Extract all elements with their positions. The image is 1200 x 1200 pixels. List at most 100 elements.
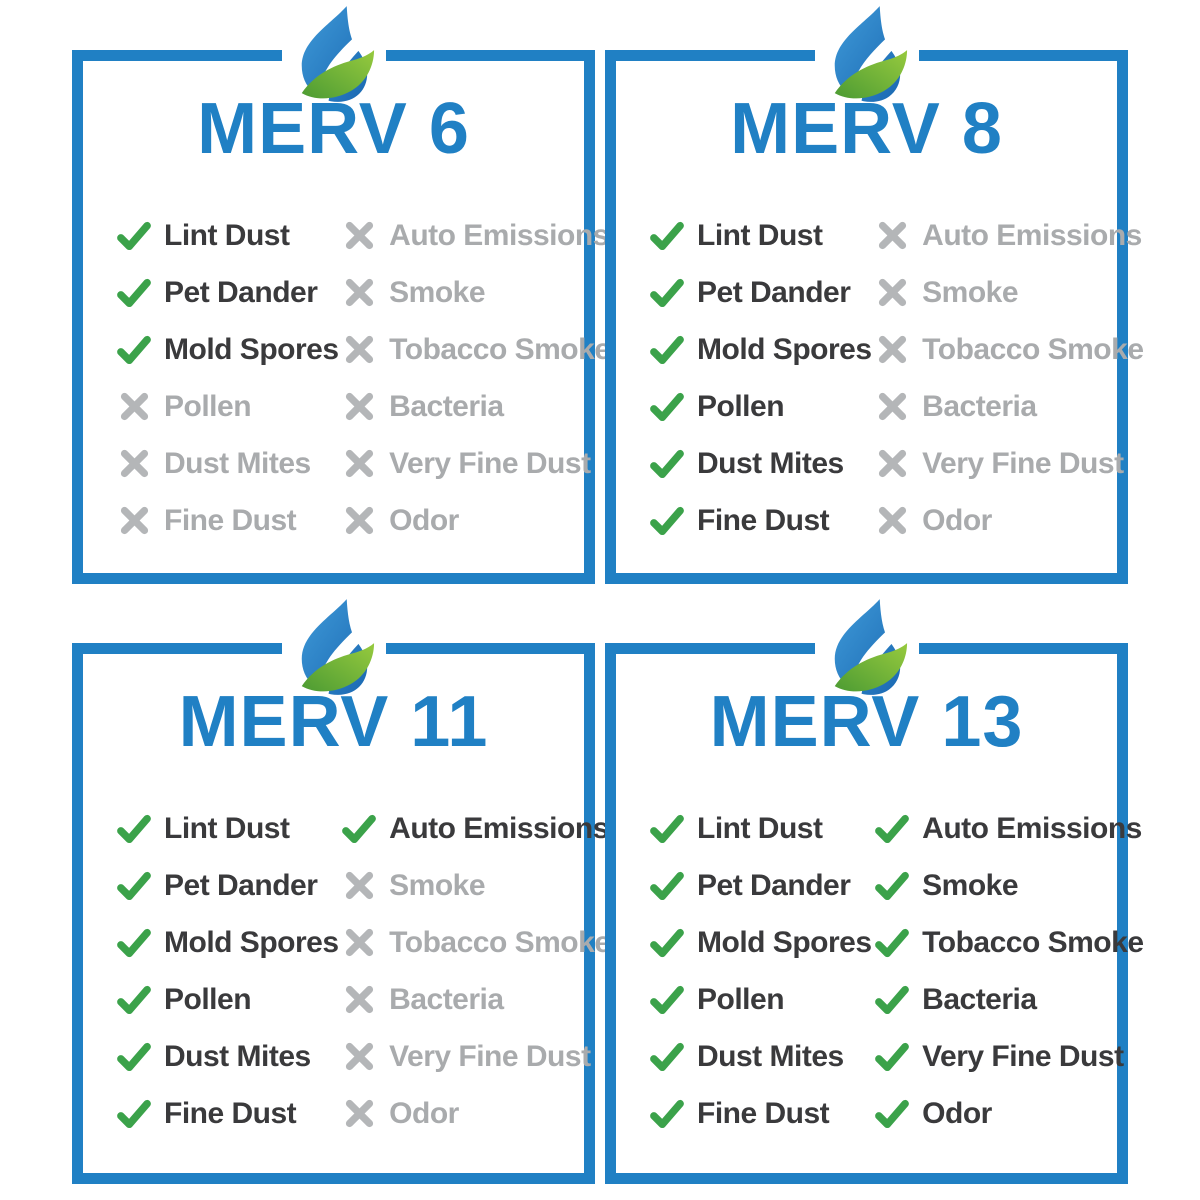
list-item: Pet Dander (650, 264, 875, 321)
x-icon (342, 448, 376, 480)
list-item: Tobacco Smoke (342, 321, 611, 378)
list-item: Odor (875, 1085, 1083, 1142)
check-icon (650, 813, 684, 845)
item-label: Odor (922, 1096, 992, 1130)
x-icon (342, 984, 376, 1016)
list-item: Odor (342, 1085, 550, 1142)
list-item: Auto Emissions (875, 207, 1142, 264)
check-icon (650, 448, 684, 480)
item-label: Pet Dander (164, 868, 318, 902)
list-item: Tobacco Smoke (875, 914, 1144, 971)
list-item: Pollen (650, 378, 875, 435)
x-icon (342, 220, 376, 252)
list-item: Smoke (342, 264, 550, 321)
item-label: Auto Emissions (389, 218, 609, 252)
item-label: Auto Emissions (922, 811, 1142, 845)
x-icon (342, 505, 376, 537)
panel-title: MERV 6 (197, 89, 470, 169)
list-item: Smoke (875, 264, 1083, 321)
list-item: Pollen (117, 378, 342, 435)
x-icon (342, 1098, 376, 1130)
list-item: Lint Dust (650, 207, 875, 264)
x-icon (342, 1041, 376, 1073)
list-item: Pet Dander (117, 857, 342, 914)
list-item: Lint Dust (117, 800, 342, 857)
list-item: Lint Dust (650, 800, 875, 857)
list-item: Very Fine Dust (342, 1028, 591, 1085)
list-item: Pet Dander (650, 857, 875, 914)
item-label: Auto Emissions (922, 218, 1142, 252)
list-item: Dust Mites (650, 435, 875, 492)
item-label: Mold Spores (697, 332, 872, 366)
list-item: Fine Dust (117, 1085, 342, 1142)
check-icon (117, 927, 151, 959)
item-label: Very Fine Dust (389, 1039, 591, 1073)
flame-leaf-logo-icon (824, 598, 910, 696)
list-item: Dust Mites (117, 435, 342, 492)
flame-leaf-logo-icon (291, 598, 377, 696)
contaminant-columns: Lint Dust Pet Dander Mold Spores Pollen (83, 800, 611, 1142)
panel-title: MERV 8 (730, 89, 1003, 169)
item-label: Dust Mites (697, 446, 844, 480)
list-item: Fine Dust (650, 1085, 875, 1142)
check-icon (875, 1041, 910, 1073)
item-label: Odor (922, 503, 992, 537)
item-label: Fine Dust (164, 503, 297, 537)
list-item: Dust Mites (117, 1028, 342, 1085)
item-label: Tobacco Smoke (389, 925, 611, 959)
contaminant-columns: Lint Dust Pet Dander Mold Spores Pollen (83, 207, 611, 549)
item-label: Smoke (922, 275, 1019, 309)
left-items-list: Lint Dust Pet Dander Mold Spores Pollen (117, 800, 342, 1142)
flame-leaf-logo-icon (824, 5, 910, 103)
merv-panel-merv-6: MERV 6 Lint Dust Pet Dander Mold Spores (72, 6, 611, 584)
right-items-list: Auto Emissions Smoke Tobacco Smoke Bacte… (875, 207, 1144, 549)
list-item: Lint Dust (117, 207, 342, 264)
check-icon (117, 277, 151, 309)
item-label: Very Fine Dust (389, 446, 591, 480)
item-label: Auto Emissions (389, 811, 609, 845)
list-item: Dust Mites (650, 1028, 875, 1085)
check-icon (342, 813, 377, 845)
item-label: Tobacco Smoke (922, 925, 1144, 959)
check-icon (650, 927, 684, 959)
list-item: Pet Dander (117, 264, 342, 321)
item-label: Dust Mites (164, 1039, 311, 1073)
check-icon (650, 391, 684, 423)
list-item: Bacteria (875, 971, 1083, 1028)
check-icon (650, 870, 684, 902)
merv-panel-merv-11: MERV 11 Lint Dust Pet Dander Mold Spore (72, 599, 611, 1184)
check-icon (650, 1041, 684, 1073)
list-item: Fine Dust (650, 492, 875, 549)
x-icon (342, 391, 376, 423)
item-label: Bacteria (922, 982, 1037, 1016)
list-item: Very Fine Dust (342, 435, 591, 492)
list-item: Auto Emissions (342, 207, 609, 264)
item-label: Smoke (389, 275, 486, 309)
item-label: Odor (389, 1096, 459, 1130)
merv-panel-merv-13: MERV 13 Lint Dust Pet Dander Mold Spore (605, 599, 1144, 1184)
check-icon (650, 334, 684, 366)
check-icon (650, 505, 684, 537)
x-icon (117, 391, 151, 423)
item-label: Tobacco Smoke (922, 332, 1144, 366)
x-icon (875, 220, 909, 252)
item-label: Pollen (697, 982, 785, 1016)
item-label: Mold Spores (164, 332, 339, 366)
panel-title: MERV 13 (709, 682, 1024, 762)
panel-title: MERV 11 (178, 682, 489, 762)
item-label: Smoke (389, 868, 486, 902)
item-label: Fine Dust (164, 1096, 297, 1130)
item-label: Pollen (697, 389, 785, 423)
check-icon (875, 984, 910, 1016)
item-label: Odor (389, 503, 459, 537)
list-item: Tobacco Smoke (342, 914, 611, 971)
list-item: Smoke (342, 857, 550, 914)
merv-panel-merv-8: MERV 8 Lint Dust Pet Dander Mold Spores (605, 6, 1144, 584)
x-icon (875, 391, 909, 423)
check-icon (875, 870, 910, 902)
item-label: Pet Dander (697, 275, 851, 309)
list-item: Smoke (875, 857, 1083, 914)
check-icon (875, 927, 910, 959)
list-item: Mold Spores (650, 321, 875, 378)
check-icon (650, 1098, 684, 1130)
